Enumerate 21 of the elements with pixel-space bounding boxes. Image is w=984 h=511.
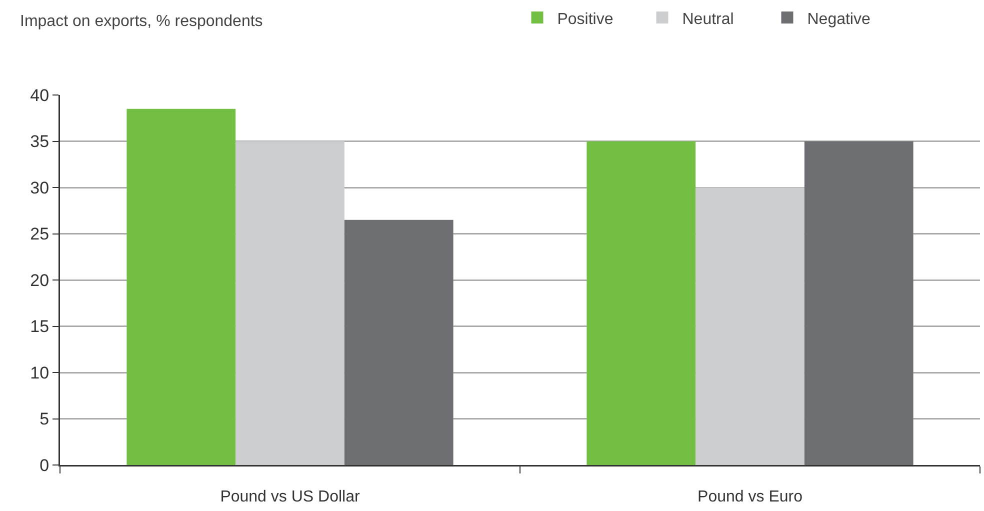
legend-label: Neutral	[682, 10, 734, 28]
y-tick-label: 10	[30, 363, 50, 382]
y-tick-label: 40	[30, 86, 50, 105]
legend-label: Negative	[807, 10, 870, 28]
legend-label: Positive	[557, 10, 614, 28]
y-tick-label: 25	[30, 224, 50, 244]
bar	[696, 188, 804, 465]
y-tick-label: 5	[40, 410, 50, 429]
bar	[586, 141, 696, 465]
y-tick-label: 20	[30, 270, 50, 290]
bar	[804, 141, 914, 465]
x-tick-label: Pound vs US Dollar	[220, 488, 360, 506]
bar	[126, 108, 236, 465]
y-axis-title: Impact on exports, % respondents	[20, 13, 263, 30]
x-tick-label: Pound vs Euro	[698, 488, 803, 506]
bar	[236, 141, 344, 465]
y-tick-label: 35	[30, 132, 50, 152]
y-tick-label: 0	[40, 456, 50, 475]
bar	[344, 220, 454, 465]
y-tick-label: 30	[30, 178, 50, 198]
y-tick-label: 15	[30, 317, 50, 336]
